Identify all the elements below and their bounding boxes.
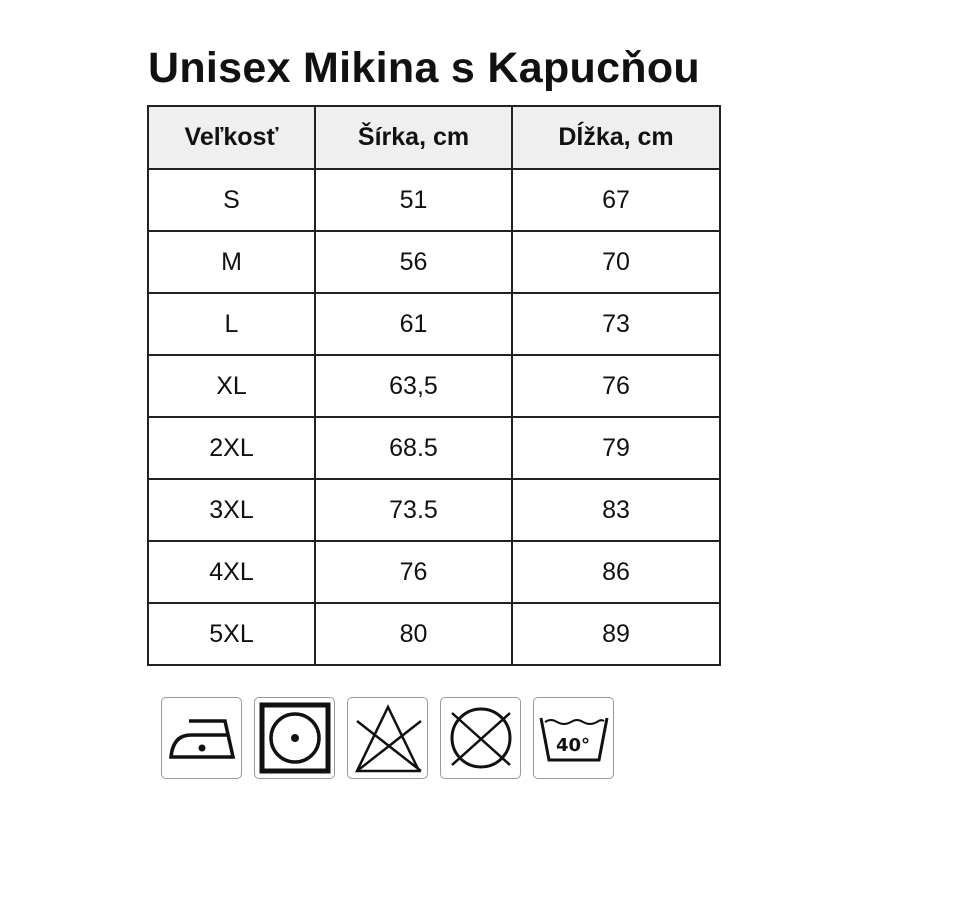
cell-length: 86 bbox=[511, 540, 721, 604]
cell-width: 51 bbox=[314, 168, 513, 232]
cell-width: 63,5 bbox=[314, 354, 513, 418]
cell-size: M bbox=[147, 230, 316, 294]
cell-length: 67 bbox=[511, 168, 721, 232]
cell-size: 2XL bbox=[147, 416, 316, 480]
cell-size: 3XL bbox=[147, 478, 316, 542]
table-row: 3XL 73.5 83 bbox=[147, 478, 721, 542]
cell-width: 61 bbox=[314, 292, 513, 356]
do-not-bleach-icon bbox=[347, 697, 428, 779]
cell-length: 70 bbox=[511, 230, 721, 294]
cell-size: 4XL bbox=[147, 540, 316, 604]
wash-temperature: 40° bbox=[555, 735, 589, 756]
table-row: 2XL 68.5 79 bbox=[147, 416, 721, 480]
wash-40-icon: 40° bbox=[533, 697, 614, 779]
size-table: Veľkosť Šírka, cm Dĺžka, cm S 51 67 M 56 70 L 6… bbox=[147, 105, 721, 666]
cell-width: 73.5 bbox=[314, 478, 513, 542]
table-row: M 56 70 bbox=[147, 230, 721, 294]
cell-size: XL bbox=[147, 354, 316, 418]
cell-size: S bbox=[147, 168, 316, 232]
page-title: Unisex Mikina s Kapucňou bbox=[148, 44, 700, 92]
table-header-row: Veľkosť Šírka, cm Dĺžka, cm bbox=[147, 105, 721, 170]
header-length: Dĺžka, cm bbox=[511, 105, 721, 170]
iron-low-temp-icon bbox=[161, 697, 242, 779]
do-not-dry-clean-icon bbox=[440, 697, 521, 779]
cell-width: 68.5 bbox=[314, 416, 513, 480]
cell-size: L bbox=[147, 292, 316, 356]
cell-width: 56 bbox=[314, 230, 513, 294]
table-row: L 61 73 bbox=[147, 292, 721, 356]
cell-width: 80 bbox=[314, 602, 513, 666]
table-row: S 51 67 bbox=[147, 168, 721, 232]
tumble-dry-low-icon bbox=[254, 697, 335, 779]
cell-size: 5XL bbox=[147, 602, 316, 666]
cell-length: 89 bbox=[511, 602, 721, 666]
header-size: Veľkosť bbox=[147, 105, 316, 170]
cell-length: 73 bbox=[511, 292, 721, 356]
header-width: Šírka, cm bbox=[314, 105, 513, 170]
cell-length: 83 bbox=[511, 478, 721, 542]
cell-length: 76 bbox=[511, 354, 721, 418]
table-row: 5XL 80 89 bbox=[147, 602, 721, 666]
table-row: XL 63,5 76 bbox=[147, 354, 721, 418]
cell-length: 79 bbox=[511, 416, 721, 480]
care-icons: 40° bbox=[161, 697, 614, 779]
table-row: 4XL 76 86 bbox=[147, 540, 721, 604]
cell-width: 76 bbox=[314, 540, 513, 604]
